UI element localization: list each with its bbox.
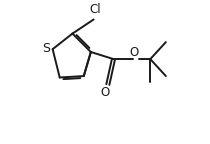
Text: Cl: Cl <box>89 3 101 16</box>
Text: O: O <box>100 86 110 99</box>
Text: O: O <box>129 46 139 59</box>
Text: S: S <box>42 42 50 55</box>
